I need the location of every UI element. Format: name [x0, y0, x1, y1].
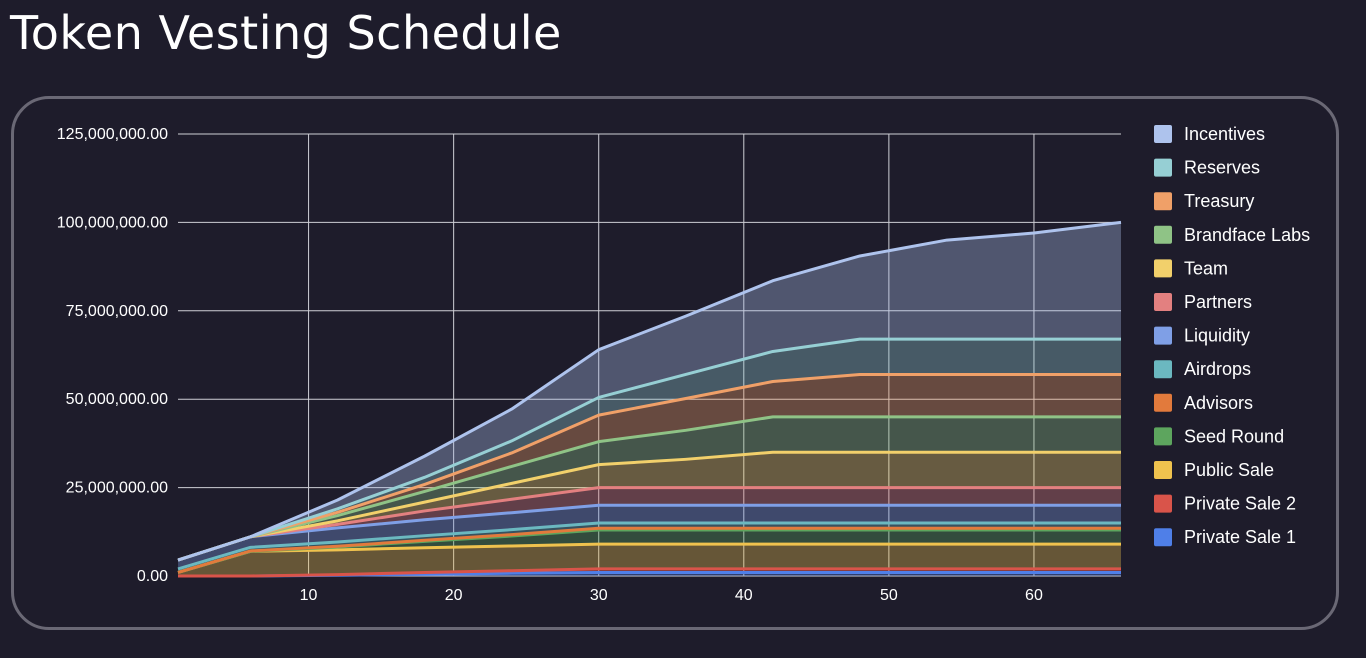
legend[interactable]: Incentives Reserves Treasury Brandface Labs… — [1154, 124, 1310, 547]
legend-swatch — [1154, 125, 1172, 143]
legend-swatch — [1154, 494, 1172, 513]
legend-item-private-sale-1[interactable]: Private Sale 1 — [1154, 527, 1296, 547]
legend-item-incentives[interactable]: Incentives — [1154, 124, 1265, 144]
series-lines — [177, 220, 1122, 578]
legend-swatch — [1154, 461, 1172, 479]
y-tick-label: 100,000,000.00 — [57, 214, 168, 231]
legend-swatch — [1154, 427, 1172, 446]
legend-label: Public Sale — [1184, 460, 1274, 480]
axis-tick-labels: 0.00 25,000,000.00 50,000,000.00 75,000,000… — [57, 126, 1043, 604]
legend-item-seed-round[interactable]: Seed Round — [1154, 426, 1284, 446]
x-tick-label: 20 — [445, 587, 463, 604]
area-brandface-labs — [178, 416, 1121, 561]
x-tick-label: 10 — [300, 587, 318, 604]
area-treasury — [178, 374, 1121, 561]
legend-item-advisors[interactable]: Advisors — [1154, 393, 1253, 413]
legend-label: Airdrops — [1184, 359, 1251, 379]
legend-label: Private Sale 2 — [1184, 494, 1296, 514]
legend-swatch — [1154, 360, 1172, 379]
legend-label: Advisors — [1184, 393, 1253, 413]
legend-item-public-sale[interactable]: Public Sale — [1154, 460, 1274, 480]
area-reserves — [178, 339, 1121, 561]
legend-item-team[interactable]: Team — [1154, 258, 1228, 278]
legend-item-brandface-labs[interactable]: Brandface Labs — [1154, 225, 1310, 245]
legend-label: Partners — [1184, 292, 1252, 312]
line-team — [177, 450, 1121, 562]
legend-swatch — [1154, 528, 1172, 547]
legend-item-treasury[interactable]: Treasury — [1154, 191, 1254, 211]
legend-swatch — [1154, 326, 1172, 345]
line-reserves — [177, 337, 1121, 562]
legend-swatch — [1154, 158, 1172, 177]
line-private-sale-2 — [178, 567, 1121, 578]
line-public-sale — [177, 542, 1121, 574]
chart-card — [11, 96, 1339, 630]
legend-item-private-sale-2[interactable]: Private Sale 2 — [1154, 494, 1296, 514]
y-tick-label: 0.00 — [137, 568, 168, 585]
line-brandface-labs — [177, 415, 1121, 562]
legend-label: Private Sale 1 — [1184, 527, 1296, 547]
legend-label: Reserves — [1184, 158, 1260, 178]
legend-label: Seed Round — [1184, 426, 1284, 446]
legend-item-reserves[interactable]: Reserves — [1154, 158, 1260, 178]
legend-swatch — [1154, 192, 1172, 211]
legend-item-partners[interactable]: Partners — [1154, 292, 1252, 312]
legend-label: Team — [1184, 258, 1228, 278]
line-liquidity — [177, 503, 1121, 562]
x-tick-label: 30 — [590, 587, 608, 604]
line-incentives — [177, 220, 1122, 562]
legend-label: Treasury — [1184, 191, 1254, 211]
legend-swatch — [1154, 293, 1172, 311]
line-treasury — [177, 372, 1121, 562]
legend-swatch — [1154, 259, 1172, 278]
legend-item-airdrops[interactable]: Airdrops — [1154, 359, 1251, 379]
y-tick-label: 125,000,000.00 — [57, 126, 168, 143]
line-advisors — [177, 526, 1121, 574]
line-partners — [177, 486, 1121, 562]
legend-swatch — [1154, 393, 1172, 412]
area-incentives — [178, 222, 1121, 561]
y-tick-label: 50,000,000.00 — [66, 391, 168, 408]
area-team — [178, 452, 1121, 561]
area-seed-round — [178, 530, 1121, 573]
line-airdrops — [177, 521, 1121, 571]
x-tick-label: 50 — [880, 587, 898, 604]
x-tick-label: 60 — [1025, 587, 1043, 604]
page-title: Token Vesting Schedule — [10, 6, 562, 60]
legend-label: Liquidity — [1184, 326, 1250, 346]
legend-item-liquidity[interactable]: Liquidity — [1154, 326, 1250, 346]
x-tick-label: 40 — [735, 587, 753, 604]
legend-swatch — [1154, 225, 1172, 244]
legend-label: Brandface Labs — [1184, 225, 1310, 245]
y-tick-label: 25,000,000.00 — [66, 480, 168, 497]
legend-label: Incentives — [1184, 124, 1265, 144]
y-tick-label: 75,000,000.00 — [66, 303, 168, 320]
